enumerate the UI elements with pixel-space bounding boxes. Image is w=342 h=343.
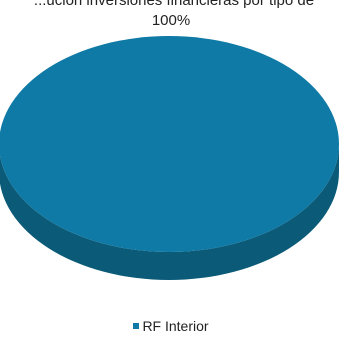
- pie-slice-rf-interior: [0, 36, 339, 252]
- pie-slice-data-label: 100%: [151, 12, 191, 29]
- chart-title: ...ución inversiones financieras por tip…: [33, 0, 315, 9]
- legend-swatch-rf-interior: [133, 323, 140, 330]
- legend: RF Interior: [0, 318, 342, 334]
- pie-slice-side: [0, 144, 339, 280]
- legend-label-rf-interior: RF Interior: [142, 318, 209, 334]
